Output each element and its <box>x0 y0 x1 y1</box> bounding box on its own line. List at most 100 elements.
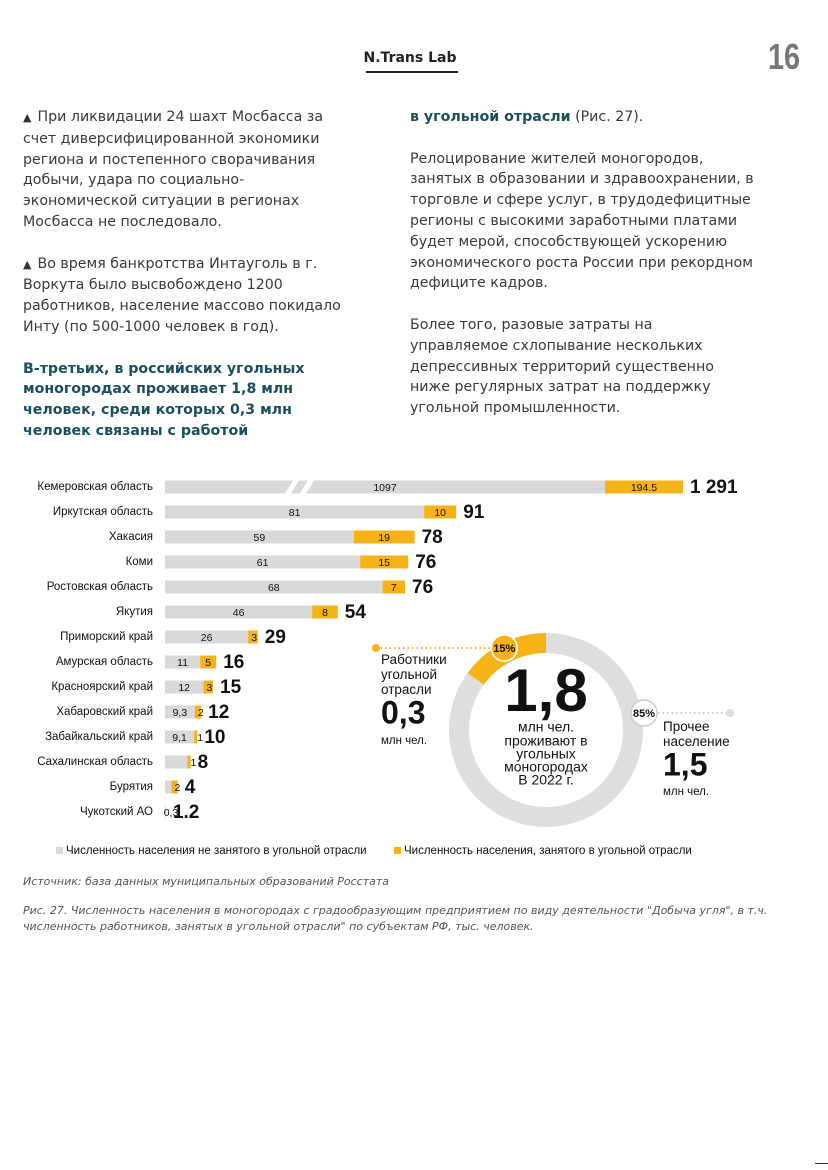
total-label: 29 <box>265 627 286 648</box>
center-text: угольных <box>516 746 576 762</box>
total-label: 8 <box>198 752 209 773</box>
category-label: Кемеровская область <box>37 481 153 493</box>
category-label: Хабаровский край <box>56 706 153 718</box>
category-label: Коми <box>126 556 153 568</box>
value-label: 9,1 <box>172 732 187 744</box>
edge-mark <box>815 1163 828 1164</box>
value-label: 10 <box>434 507 446 519</box>
center-text: моногородах <box>504 759 588 775</box>
right-column: в угольной отрасли (Рис. 27). Релоцирова… <box>410 107 755 440</box>
total-label: 10 <box>204 727 225 748</box>
paragraph: ▲ Во время банкротства Интауголь в г. Вор… <box>23 254 353 338</box>
value-label: 5 <box>205 657 211 669</box>
value-label: 61 <box>257 557 269 569</box>
paragraph-text: Во время банкротства Интауголь в г. Ворк… <box>23 255 341 335</box>
bar-segment <box>604 480 683 494</box>
value-label: 7 <box>391 582 397 594</box>
category-label: Якутия <box>116 606 153 618</box>
value-label: 15 <box>378 557 390 569</box>
highlight-end: в угольной отрасли <box>410 109 571 125</box>
total-label: 16 <box>223 652 244 673</box>
paragraph: Релоцирование жителей моногородов, занят… <box>410 150 754 292</box>
bar-segment <box>203 680 213 694</box>
donut-segment <box>449 633 643 827</box>
logo-underline <box>366 71 458 73</box>
figure-reference: (Рис. 27). <box>575 109 644 125</box>
bar-segment <box>194 730 198 744</box>
value-label: 19 <box>378 532 390 544</box>
bar-segment <box>165 580 383 594</box>
bar-segment <box>200 655 217 669</box>
bar-segment <box>165 505 425 519</box>
bar-segment <box>171 780 178 794</box>
bar-segment <box>312 605 338 619</box>
value-label: 1097 <box>373 482 397 494</box>
page-number: 16 <box>767 36 800 77</box>
callout-dot <box>372 644 380 652</box>
highlight: В-третьих, в российских угольных моногор… <box>23 360 305 439</box>
category-label: Хакасия <box>109 531 153 543</box>
paragraph: ▲ При ликвидации 24 шахт Мосбасса за счет… <box>23 107 353 233</box>
bar-segment <box>424 505 457 519</box>
center-text: В 2022 г. <box>518 772 574 788</box>
bar-segment <box>165 705 195 719</box>
value-label: 46 <box>233 607 245 619</box>
total-label: 76 <box>415 552 436 573</box>
value-label: 194.5 <box>631 482 657 494</box>
bar-segment <box>165 630 249 644</box>
legend-label: Численность населения, занятого в угольн… <box>404 845 692 857</box>
source: Источник: база данных муниципальных обра… <box>23 875 390 888</box>
bar-segment <box>194 705 202 719</box>
value-label: 1 <box>197 732 203 744</box>
left-column: ▲ При ликвидации 24 шахт Мосбасса за счет… <box>23 107 353 463</box>
total-label: 78 <box>422 527 443 548</box>
category-label: Красноярский край <box>51 681 153 693</box>
bar-segment <box>165 480 605 494</box>
value-label: 9,3 <box>173 707 188 719</box>
total-label: 1.2 <box>173 802 199 823</box>
paragraph: в угольной отрасли (Рис. 27). <box>410 107 755 128</box>
value-label: 3 <box>206 682 212 694</box>
category-label: Амурская область <box>56 656 153 668</box>
value-label: 59 <box>254 532 266 544</box>
value-label: 0,3 <box>164 807 179 819</box>
legend-swatch <box>56 847 63 854</box>
center-value: 1,8 <box>504 657 587 724</box>
legend-swatch <box>394 847 401 854</box>
value-label: 3 <box>251 632 257 644</box>
bar-segment <box>165 780 172 794</box>
bar-segment <box>165 730 195 744</box>
value-label: 2 <box>174 782 180 794</box>
value-label: 81 <box>289 507 301 519</box>
bar-segment <box>187 755 191 769</box>
category-label: Приморский край <box>60 631 153 643</box>
amount-label: 1,5 <box>663 746 707 782</box>
paragraph: Более того, разовые затраты на управляем… <box>410 316 714 417</box>
total-label: 54 <box>345 602 367 623</box>
category-label: Иркутская область <box>53 506 153 518</box>
value-label: 11 <box>177 657 188 669</box>
category-label: Забайкальский край <box>45 731 153 743</box>
caption: Рис. 27. Численность населения в моногор… <box>23 904 768 933</box>
total-label: 4 <box>185 777 196 798</box>
bar-segment <box>165 680 204 694</box>
callout-dot <box>726 709 734 717</box>
category-label: Ростовская область <box>47 581 153 593</box>
legend-label: Численность населения не занятого в угол… <box>66 845 367 857</box>
unit-label: млн чел. <box>381 735 427 747</box>
bullet-icon: ▲ <box>23 111 32 124</box>
bar-segment <box>165 555 361 569</box>
value-label: 2 <box>198 707 204 719</box>
value-label: 12 <box>178 682 190 694</box>
logo: N.Trans Lab <box>363 50 457 66</box>
bar-segment <box>360 555 409 569</box>
percent-label: 85% <box>633 708 655 720</box>
callout-label: Работники угольной отрасли <box>381 652 447 697</box>
bar-segment <box>165 530 354 544</box>
percent-label: 15% <box>493 643 515 655</box>
total-label: 76 <box>412 577 433 598</box>
value-label: 68 <box>268 582 280 594</box>
bar-segment <box>165 755 188 769</box>
paragraph-text: При ликвидации 24 шахт Мосбасса за счет … <box>23 109 324 230</box>
